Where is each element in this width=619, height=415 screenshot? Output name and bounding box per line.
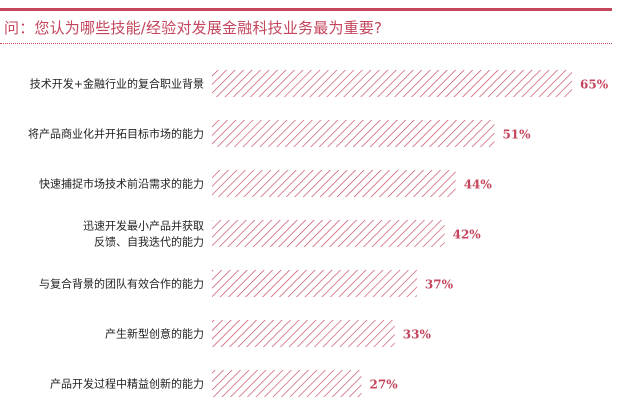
bar [212,70,572,97]
chart-title: 问：您认为哪些技能/经验对发展金融科技业务最为重要? [4,19,383,37]
bar-chart: 技术开发+金融行业的复合职业背景 65% 将产品商业化并开拓目标市场的能力 51% 快速… [28,70,609,397]
bar [212,270,417,297]
category-label: 产生新型创意的能力 [105,327,204,341]
title-divider [0,43,612,44]
category-label: 产品开发过程中精益创新的能力 [50,377,204,391]
bar [212,320,395,347]
category-label: 快速捕捉市场技术前沿需求的能力 [39,177,204,191]
category-label: 将产品商业化并开拓目标市场的能力 [28,127,204,141]
value-label: 37% [425,278,454,292]
category-label: 迅速开发最小产品并获取 [83,219,204,233]
value-label: 65% [580,78,609,92]
value-label: 27% [370,378,399,392]
top-rule [0,8,612,11]
bar [212,120,495,147]
value-label: 33% [403,328,432,342]
category-label: 与复合背景的团队有效合作的能力 [39,277,204,291]
category-label: 技术开发+金融行业的复合职业背景 [30,77,204,91]
category-label: 反馈、自我迭代的能力 [94,235,204,249]
bar [212,170,456,197]
bar [212,220,445,247]
value-label: 51% [502,128,531,142]
value-label: 42% [453,228,482,242]
bar [212,370,362,397]
value-label: 44% [464,178,493,192]
